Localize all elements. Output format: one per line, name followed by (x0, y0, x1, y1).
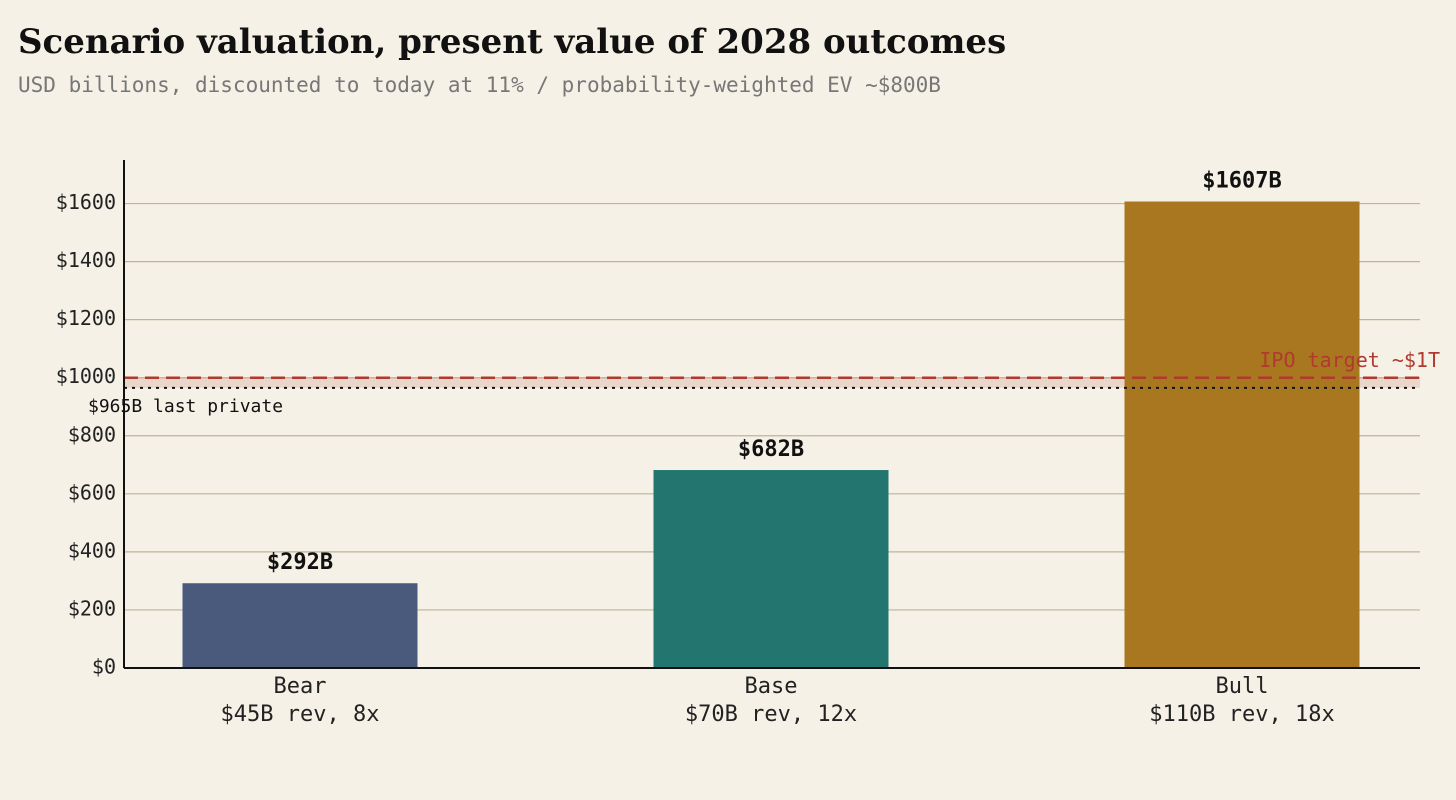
reference-label: IPO target ~$1T (1259, 348, 1440, 372)
y-tick-label: $200 (68, 596, 116, 620)
x-tick-label: $70B rev, 12x (685, 702, 857, 727)
y-tick-label: $600 (68, 480, 116, 504)
value-label: $682B (738, 437, 804, 462)
value-label: $1607B (1202, 169, 1281, 194)
chart-title: Scenario valuation, present value of 202… (18, 22, 1006, 62)
reference-band (124, 377, 1420, 388)
value-label: $292B (267, 550, 333, 575)
y-tick-label: $1000 (56, 364, 116, 388)
bar (1124, 201, 1360, 668)
y-tick-label: $1600 (56, 190, 116, 214)
x-tick-label: $45B rev, 8x (221, 702, 380, 727)
bar (653, 470, 889, 668)
chart-subtitle: USD billions, discounted to today at 11%… (18, 73, 941, 97)
y-tick-label: $0 (92, 655, 116, 679)
bar (182, 583, 418, 668)
y-tick-label: $400 (68, 538, 116, 562)
y-tick-label: $1400 (56, 248, 116, 272)
x-tick-label: Bear (274, 674, 327, 699)
x-tick-label: Base (745, 674, 798, 699)
x-tick-label: Bull (1216, 674, 1269, 699)
x-tick-label: $110B rev, 18x (1149, 702, 1334, 727)
y-tick-label: $800 (68, 422, 116, 446)
y-tick-label: $1200 (56, 306, 116, 330)
reference-label: $965B last private (88, 396, 283, 417)
